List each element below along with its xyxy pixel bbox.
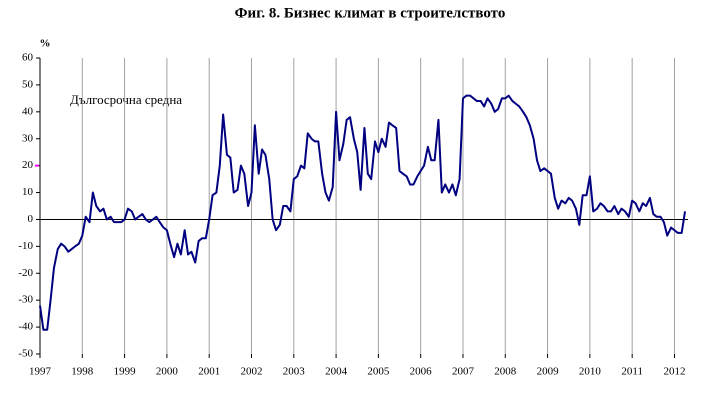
y-tick-label: 10: [22, 186, 34, 198]
y-tick-label: 60: [22, 52, 34, 64]
y-tick-label: -20: [18, 267, 33, 279]
x-tick-label: 2012: [663, 366, 685, 378]
chart-title: Фиг. 8. Бизнес климат в строителството: [235, 5, 506, 21]
y-tick-label: 40: [22, 105, 34, 117]
x-tick-label: 1998: [71, 366, 94, 378]
x-tick-label: 2000: [156, 366, 179, 378]
data-line: [39, 94, 687, 331]
x-tick-label: 2003: [283, 366, 306, 378]
y-tick-label: -10: [18, 240, 33, 252]
x-tick-label: 2011: [621, 366, 643, 378]
x-tick-label: 2009: [537, 366, 560, 378]
x-tick-label: 1999: [114, 366, 137, 378]
x-tick-label: 2006: [410, 366, 433, 378]
x-tick-label: 2010: [579, 366, 602, 378]
x-tick-label: 2007: [452, 366, 475, 378]
y-tick-label: -40: [18, 321, 33, 333]
y-unit: %: [40, 38, 51, 50]
x-tick-label: 2001: [198, 366, 220, 378]
x-tick-label: 2002: [240, 366, 262, 378]
y-tick-label: -50: [18, 348, 33, 360]
x-tick-label: 2008: [494, 366, 517, 378]
y-tick-label: 30: [22, 132, 34, 144]
y-tick-label: 50: [22, 78, 34, 90]
x-tick-label: 1997: [29, 366, 52, 378]
x-tick-label: 2004: [325, 366, 348, 378]
annotation: Дългосрочна средна: [70, 92, 182, 107]
y-tick-label: 20: [22, 159, 34, 171]
x-tick-label: 2005: [367, 366, 390, 378]
y-tick-label: 0: [28, 213, 34, 225]
y-tick-label: -30: [18, 294, 33, 306]
